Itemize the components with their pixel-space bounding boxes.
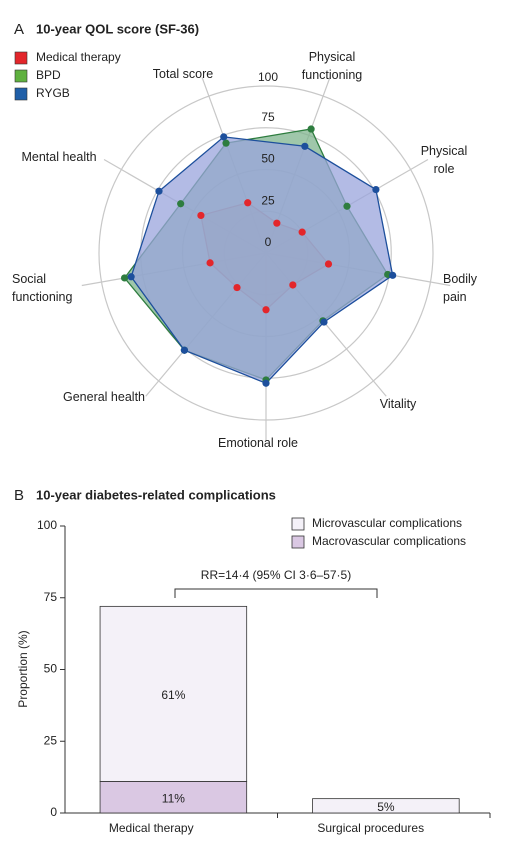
- r-tick-label: 0: [265, 235, 272, 249]
- radar-point: [180, 346, 189, 354]
- axis-label: Physical functioning: [301, 50, 363, 82]
- legend-swatch: [14, 87, 28, 101]
- data-label: 5%: [377, 800, 395, 814]
- axis-label: Physical role: [420, 144, 468, 176]
- legend-swatch: [291, 535, 305, 549]
- radar-point: [222, 139, 230, 147]
- r-tick-label: 100: [258, 70, 278, 84]
- legend-label: RYGB: [36, 86, 70, 100]
- radar-point: [262, 306, 270, 314]
- y-tick-label: 75: [44, 590, 58, 604]
- panel-letter: A: [14, 21, 24, 38]
- radar-point: [197, 211, 205, 220]
- r-tick-label: 50: [261, 152, 275, 166]
- radar-point: [177, 200, 185, 208]
- data-label: 11%: [162, 791, 185, 805]
- radar-point: [307, 125, 315, 133]
- y-tick-label: 100: [37, 518, 57, 532]
- radar-point: [206, 259, 214, 267]
- chart-title: 10-year QOL score (SF-36): [36, 21, 199, 36]
- legend-swatch: [14, 69, 28, 83]
- axis-label: Bodily pain: [443, 272, 478, 304]
- axis-label: Mental health: [21, 150, 97, 164]
- legend-label: BPD: [36, 68, 61, 82]
- axis-label: Emotional role: [218, 436, 298, 450]
- bar-segment: [99, 781, 248, 814]
- legend-label: Macrovascular complications: [312, 534, 466, 548]
- radar-point: [244, 199, 252, 207]
- axis-label: Vitality: [379, 397, 417, 411]
- y-axis-label: Proportion (%): [16, 630, 30, 707]
- radar-point: [262, 379, 270, 387]
- bar-segment: [99, 605, 248, 782]
- y-tick-label: 0: [50, 805, 57, 819]
- legend-swatch: [14, 51, 28, 65]
- radar-point: [233, 283, 241, 292]
- radar-point: [273, 219, 281, 227]
- radar-point: [389, 271, 397, 279]
- legend-label: Microvascular complications: [312, 516, 462, 530]
- axis-label: Total score: [152, 67, 214, 81]
- radar-area: [130, 136, 394, 385]
- radar-point: [220, 133, 228, 141]
- r-tick-label: 25: [261, 193, 275, 207]
- radar-point: [324, 260, 333, 268]
- axis-label: General health: [62, 390, 146, 404]
- x-tick-label: Medical therapy: [109, 821, 194, 835]
- radar-point: [301, 142, 309, 150]
- radar-point: [298, 228, 306, 236]
- chart-title: 10-year diabetes-related complications: [36, 487, 276, 502]
- r-tick-label: 75: [261, 110, 275, 124]
- bar-segment: [312, 798, 460, 814]
- radar-point: [320, 318, 328, 326]
- annotation: RR=14·4 (95% CI 3·6–57·5): [201, 568, 351, 582]
- legend-swatch: [291, 517, 305, 531]
- bracket: [174, 588, 378, 598]
- radar-point: [127, 273, 135, 281]
- y-tick-label: 25: [44, 733, 58, 747]
- axis-label: Social functioning: [12, 272, 73, 304]
- radar-point: [372, 185, 380, 194]
- y-tick-label: 50: [44, 662, 58, 676]
- radar-point: [120, 274, 129, 282]
- panel-letter: B: [14, 487, 24, 504]
- legend-label: Medical therapy: [36, 50, 121, 64]
- radar-point: [155, 187, 163, 195]
- radar-point: [343, 202, 351, 210]
- data-label: 61%: [161, 688, 185, 702]
- x-tick-label: Surgical procedures: [317, 821, 424, 835]
- radar-point: [289, 281, 297, 289]
